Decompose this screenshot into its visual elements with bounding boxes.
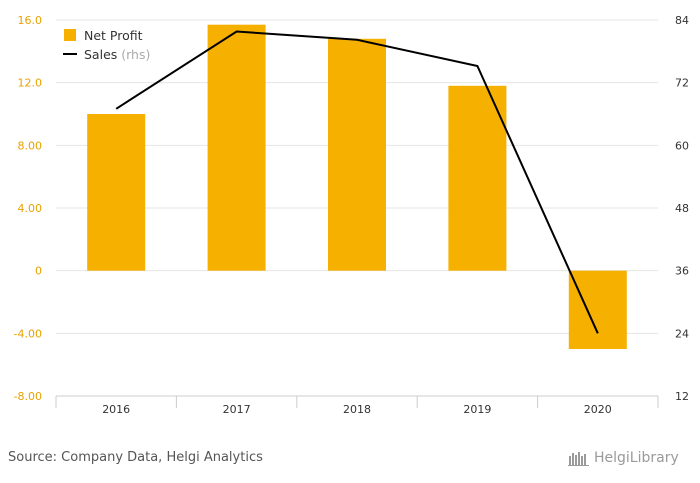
- combo-chart: -8.00 -4.00 0 4.00 8.00 12.0 16.0 12 24 36 48 60 72…: [14, 14, 689, 416]
- right-tick-label: 48: [675, 202, 689, 215]
- net-profit-bar: [207, 24, 266, 271]
- x-tick-label: 2017: [223, 403, 251, 416]
- right-tick-label: 60: [675, 139, 689, 152]
- left-tick-label: 8.00: [18, 139, 43, 152]
- net-profit-bar: [448, 85, 507, 271]
- right-tick-label: 84: [675, 14, 689, 27]
- left-tick-label: -8.00: [14, 390, 42, 403]
- left-tick-label: 12.0: [18, 77, 43, 90]
- left-tick-label: 16.0: [18, 14, 43, 27]
- legend-swatch-net-profit: [64, 29, 76, 41]
- net-profit-bar: [328, 38, 386, 271]
- source-note: Source: Company Data, Helgi Analytics: [8, 450, 263, 465]
- helgi-library-logo: HelgiLibrary: [568, 450, 679, 466]
- left-tick-label: 0: [35, 265, 42, 278]
- sales-line: [115, 30, 599, 334]
- legend: Net Profit Sales (rhs): [63, 28, 150, 62]
- right-axis-ticks: 12 24 36 48 60 72 84: [675, 14, 689, 403]
- x-tick-label: 2018: [343, 403, 371, 416]
- legend-label-net-profit: Net Profit: [84, 28, 143, 43]
- x-axis: [55, 395, 659, 408]
- legend-sales-suffix: (rhs): [121, 47, 150, 62]
- x-tick-label: 2019: [463, 403, 491, 416]
- right-tick-label: 36: [675, 265, 689, 278]
- left-axis-ticks: -8.00 -4.00 0 4.00 8.00 12.0 16.0: [14, 14, 42, 403]
- left-tick-label: 4.00: [18, 202, 43, 215]
- left-tick-label: -4.00: [14, 327, 42, 340]
- legend-label-sales: Sales (rhs): [84, 47, 150, 62]
- library-icon: [568, 452, 589, 466]
- x-tick-label: 2020: [584, 403, 612, 416]
- right-tick-label: 72: [675, 77, 689, 90]
- x-tick-label: 2016: [102, 403, 130, 416]
- right-tick-label: 24: [675, 327, 689, 340]
- net-profit-bar: [87, 114, 146, 271]
- net-profit-bars: [87, 24, 627, 349]
- x-axis-labels: 2016 2017 2018 2019 2020: [102, 403, 612, 416]
- legend-sales-name: Sales: [84, 47, 117, 62]
- logo-text: HelgiLibrary: [594, 450, 679, 466]
- net-profit-bar: [568, 270, 627, 349]
- right-tick-label: 12: [675, 390, 689, 403]
